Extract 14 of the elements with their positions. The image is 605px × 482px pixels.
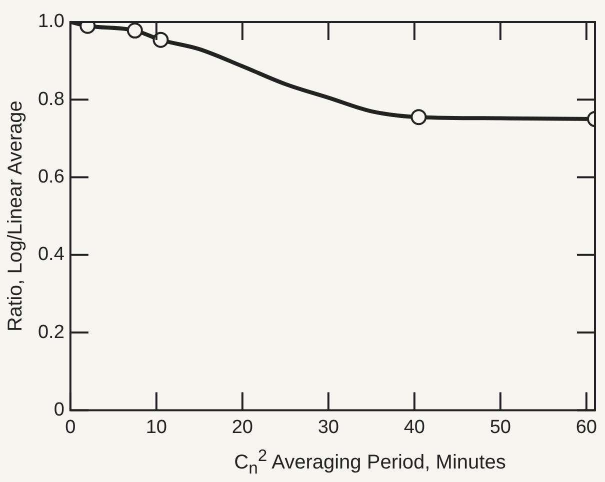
x-tick-label: 60 [576, 416, 597, 438]
y-tick-label: 1.0 [38, 11, 64, 32]
x-tick-label: 20 [232, 416, 253, 438]
x-tick-label: 40 [404, 416, 425, 438]
x-axis-title: C$_{n}$$^{2}$ Averaging Period, Minutes [233, 446, 507, 479]
x-tick-label: 50 [490, 416, 511, 438]
y-axis-title: Ratio, Log/Linear Average [4, 100, 27, 332]
y-tick-label: 0.4 [38, 244, 65, 266]
y-tick-label: 0.8 [38, 88, 64, 110]
y-tick-label: 0.2 [38, 322, 64, 343]
x-tick-label: 30 [318, 416, 339, 438]
x-tick-label: 10 [146, 416, 167, 438]
y-tick-label: 0.6 [38, 166, 64, 188]
y-tick-label: 0 [54, 399, 64, 420]
